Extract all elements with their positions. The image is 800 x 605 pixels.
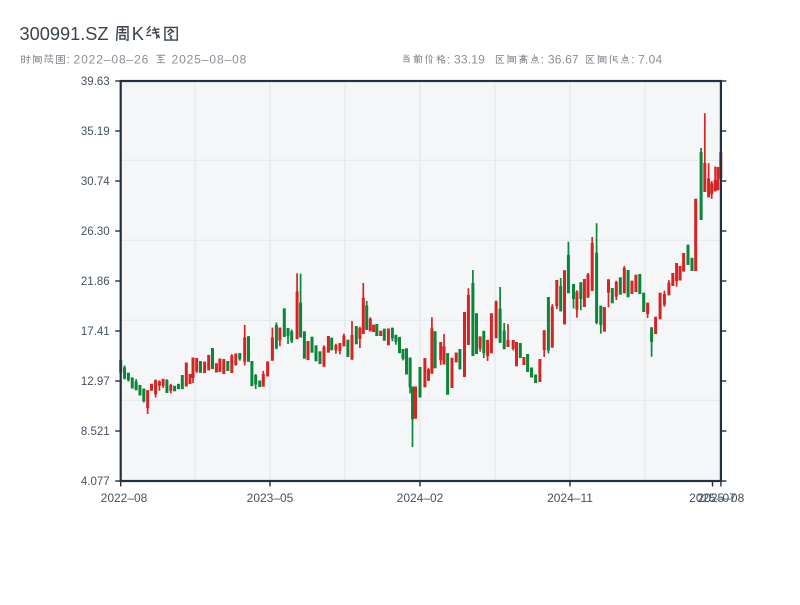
svg-text:12.97: 12.97	[81, 376, 110, 388]
svg-text:17.41: 17.41	[81, 326, 110, 338]
svg-text:30.74: 30.74	[81, 176, 110, 188]
svg-text:26.30: 26.30	[81, 226, 110, 238]
svg-text:2022–08–26: 2022–08–26	[74, 53, 150, 67]
svg-text:39.63: 39.63	[81, 76, 110, 88]
svg-text:35.19: 35.19	[81, 126, 110, 138]
svg-text:300991.SZ: 300991.SZ	[20, 24, 109, 44]
svg-text:2022–08: 2022–08	[101, 491, 148, 505]
svg-text:2025–08: 2025–08	[698, 491, 745, 505]
svg-text:2023–05: 2023–05	[247, 491, 294, 505]
svg-text::: :	[66, 53, 70, 67]
svg-text:4.077: 4.077	[81, 476, 110, 488]
svg-text:: 7.04: : 7.04	[631, 53, 662, 67]
svg-text:: 33.19: : 33.19	[447, 53, 485, 67]
svg-text:8.521: 8.521	[81, 426, 110, 438]
svg-text:2024–11: 2024–11	[547, 491, 593, 505]
svg-text:2025–08–08: 2025–08–08	[172, 53, 248, 67]
svg-text:21.86: 21.86	[81, 276, 110, 288]
svg-text:K: K	[132, 24, 144, 44]
svg-text:: 36.67: : 36.67	[541, 53, 579, 67]
svg-text:2024–02: 2024–02	[397, 491, 444, 505]
